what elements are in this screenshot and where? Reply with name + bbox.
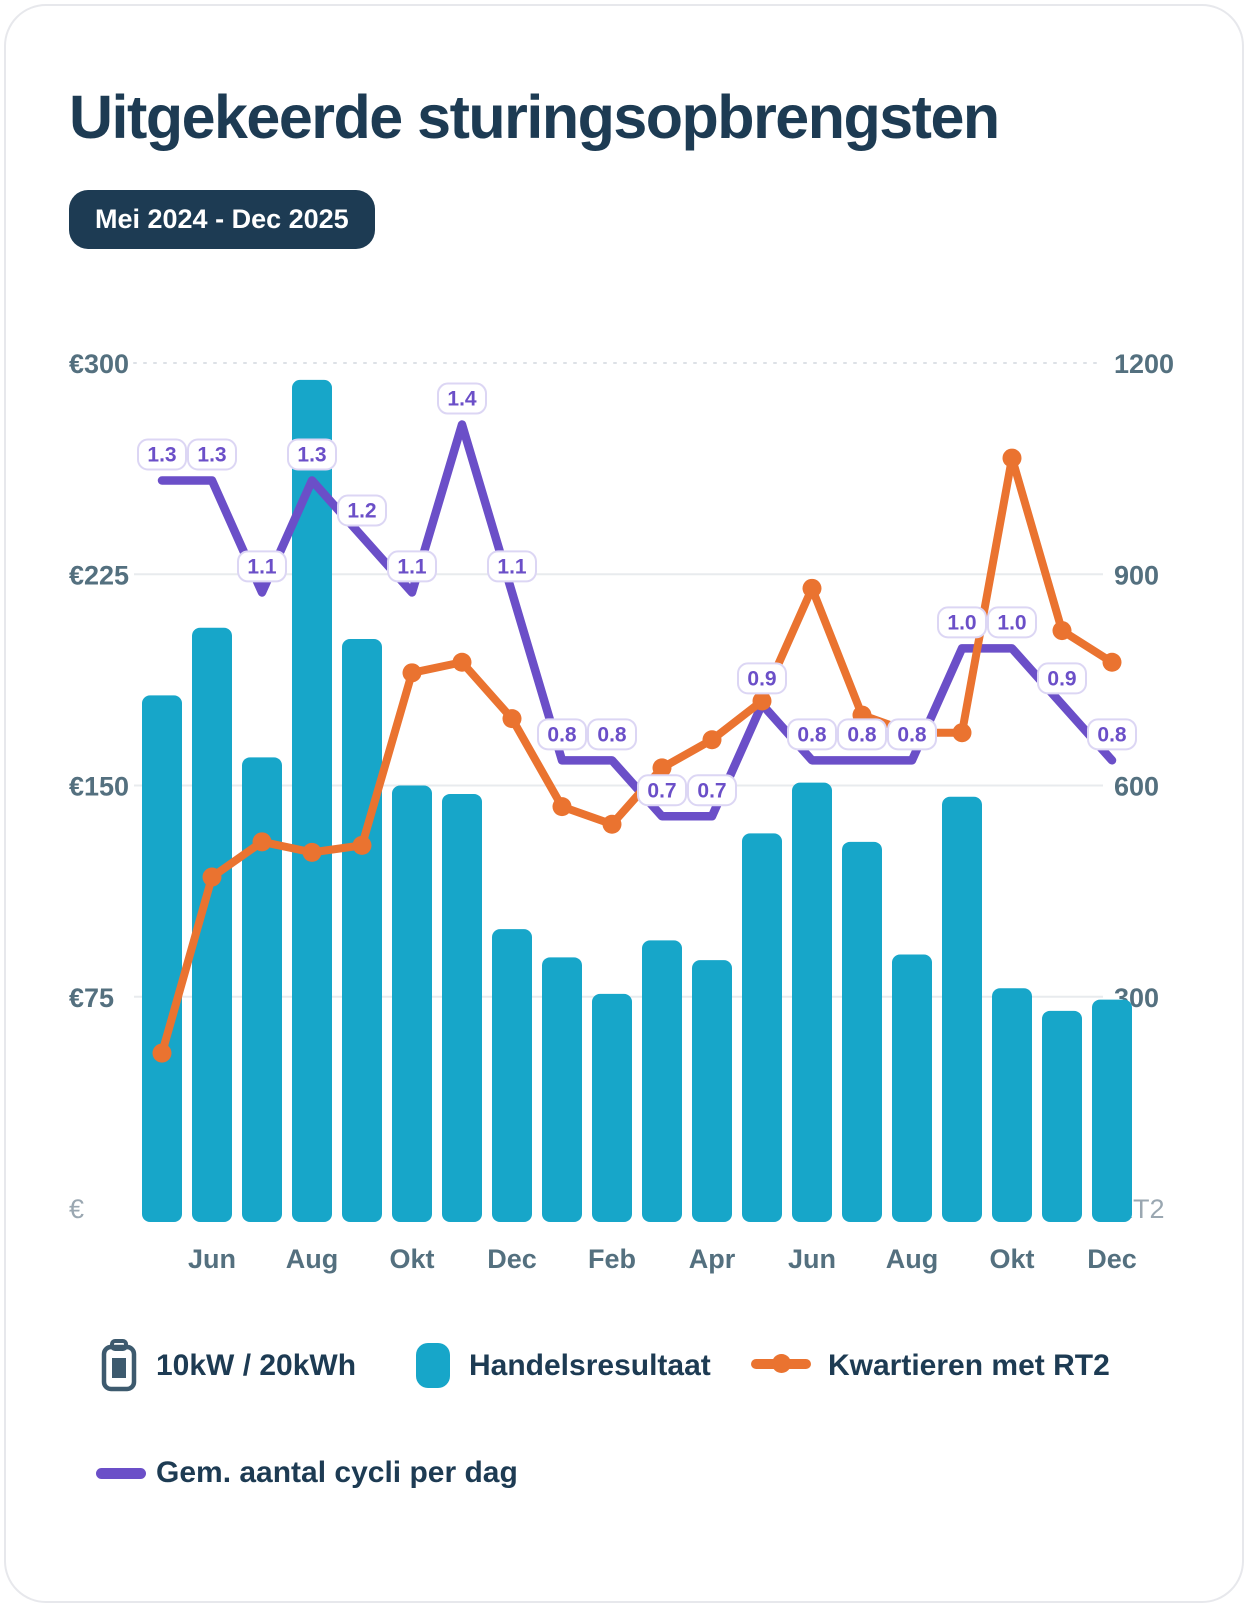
bar-mei-2024 — [142, 695, 182, 1222]
left-axis-tick: €150 — [69, 772, 129, 802]
rt2-point — [303, 843, 322, 862]
legend-label-handelsresultaat: Handelsresultaat — [469, 1351, 711, 1381]
bar-mei-2025 — [742, 833, 782, 1222]
cycles-value-label: 0.8 — [797, 723, 827, 746]
cycles-value-label: 1.0 — [997, 611, 1026, 634]
cycles-value-label: 1.2 — [347, 499, 376, 522]
cycles-value-label: 1.3 — [297, 444, 326, 467]
rt2-point — [1003, 449, 1022, 468]
cycles-value-label: 0.9 — [1047, 667, 1076, 690]
x-axis-tick: Jun — [788, 1244, 836, 1274]
bar-jan-2025 — [542, 957, 582, 1222]
rt2-point — [953, 723, 972, 742]
bar-jul-2025 — [842, 842, 882, 1222]
cycles-value-label: 0.9 — [747, 667, 776, 690]
bar-jun-2025 — [792, 783, 832, 1222]
bar-apr-2025 — [692, 960, 732, 1222]
battery-icon — [99, 1338, 139, 1394]
bar-sep-2025 — [942, 797, 982, 1222]
bar-series-swatch — [416, 1343, 450, 1388]
cycles-value-label: 1.0 — [947, 611, 976, 634]
purple-line-swatch — [96, 1468, 146, 1479]
cycles-value-label: 0.7 — [647, 779, 676, 802]
bar-sep-2024 — [342, 639, 382, 1222]
svg-text:0: 0 — [6, 6, 15, 10]
bar-jul-2024 — [242, 757, 282, 1222]
left-axis-tick: €300 — [69, 349, 129, 379]
x-axis-tick: Apr — [689, 1244, 736, 1274]
cycles-value-label: 0.8 — [597, 723, 627, 746]
bar-dec-2025 — [1092, 1000, 1132, 1222]
x-axis-tick: Dec — [487, 1244, 537, 1274]
rt2-point — [453, 653, 472, 672]
rt2-point — [1103, 653, 1122, 672]
x-axis-tick: Aug — [886, 1244, 938, 1274]
cycles-value-label: 1.1 — [497, 555, 527, 578]
left-axis-tick: € — [69, 1194, 84, 1224]
cycles-value-label: 1.1 — [397, 555, 427, 578]
bar-feb-2025 — [592, 994, 632, 1222]
x-axis-tick: Feb — [588, 1244, 636, 1274]
bar-nov-2024 — [442, 794, 482, 1222]
bar-nov-2025 — [1042, 1011, 1082, 1222]
cycles-value-label: 1.4 — [447, 388, 477, 411]
orange-dot-icon — [772, 1354, 791, 1373]
right-axis-tick: 900 — [1114, 560, 1159, 590]
report-card: Uitgekeerde sturingsopbrengsten Mei 2024… — [4, 4, 1244, 1603]
bar-mrt-2025 — [642, 940, 682, 1222]
orange-line-swatch — [751, 1359, 811, 1369]
bar-okt-2024 — [392, 786, 432, 1223]
rt2-point — [353, 836, 372, 855]
cycles-value-label: 0.8 — [547, 723, 577, 746]
cycles-value-label: 0.8 — [1097, 723, 1127, 746]
bar-dec-2024 — [492, 929, 532, 1222]
bar-aug-2025 — [892, 955, 932, 1223]
left-axis-tick: €75 — [69, 983, 114, 1013]
cycles-value-label: 0.7 — [697, 779, 726, 802]
rt2-point — [503, 709, 522, 728]
x-axis-tick: Okt — [389, 1244, 434, 1274]
x-axis-tick: Aug — [286, 1244, 338, 1274]
cycles-value-label: 1.3 — [147, 444, 176, 467]
bar-okt-2025 — [992, 988, 1032, 1222]
left-axis-tick: €225 — [69, 560, 129, 590]
rt2-point — [553, 797, 572, 816]
cycles-value-label: 0.8 — [897, 723, 927, 746]
right-axis-tick: 1200 — [1114, 349, 1174, 379]
system-spec-label: 10kW / 20kWh — [156, 1351, 356, 1381]
x-axis-tick: Jun — [188, 1244, 236, 1274]
x-axis-tick: Okt — [989, 1244, 1034, 1274]
rt2-point — [253, 832, 272, 851]
rt2-point — [403, 663, 422, 682]
rt2-point — [153, 1044, 172, 1063]
right-axis-tick: 600 — [1114, 772, 1159, 802]
rt2-point — [803, 579, 822, 598]
rt2-point — [203, 868, 222, 887]
cycles-value-label: 0.8 — [847, 723, 877, 746]
cycles-value-label: 1.3 — [197, 444, 226, 467]
legend-label-kwartieren: Kwartieren met RT2 — [828, 1351, 1110, 1381]
cycles-value-label: 1.1 — [247, 555, 277, 578]
rt2-point — [703, 730, 722, 749]
legend-label-cycli: Gem. aantal cycli per dag — [156, 1458, 518, 1488]
rt2-point — [1053, 621, 1072, 640]
x-axis-tick: Dec — [1087, 1244, 1137, 1274]
rt2-point — [603, 815, 622, 834]
